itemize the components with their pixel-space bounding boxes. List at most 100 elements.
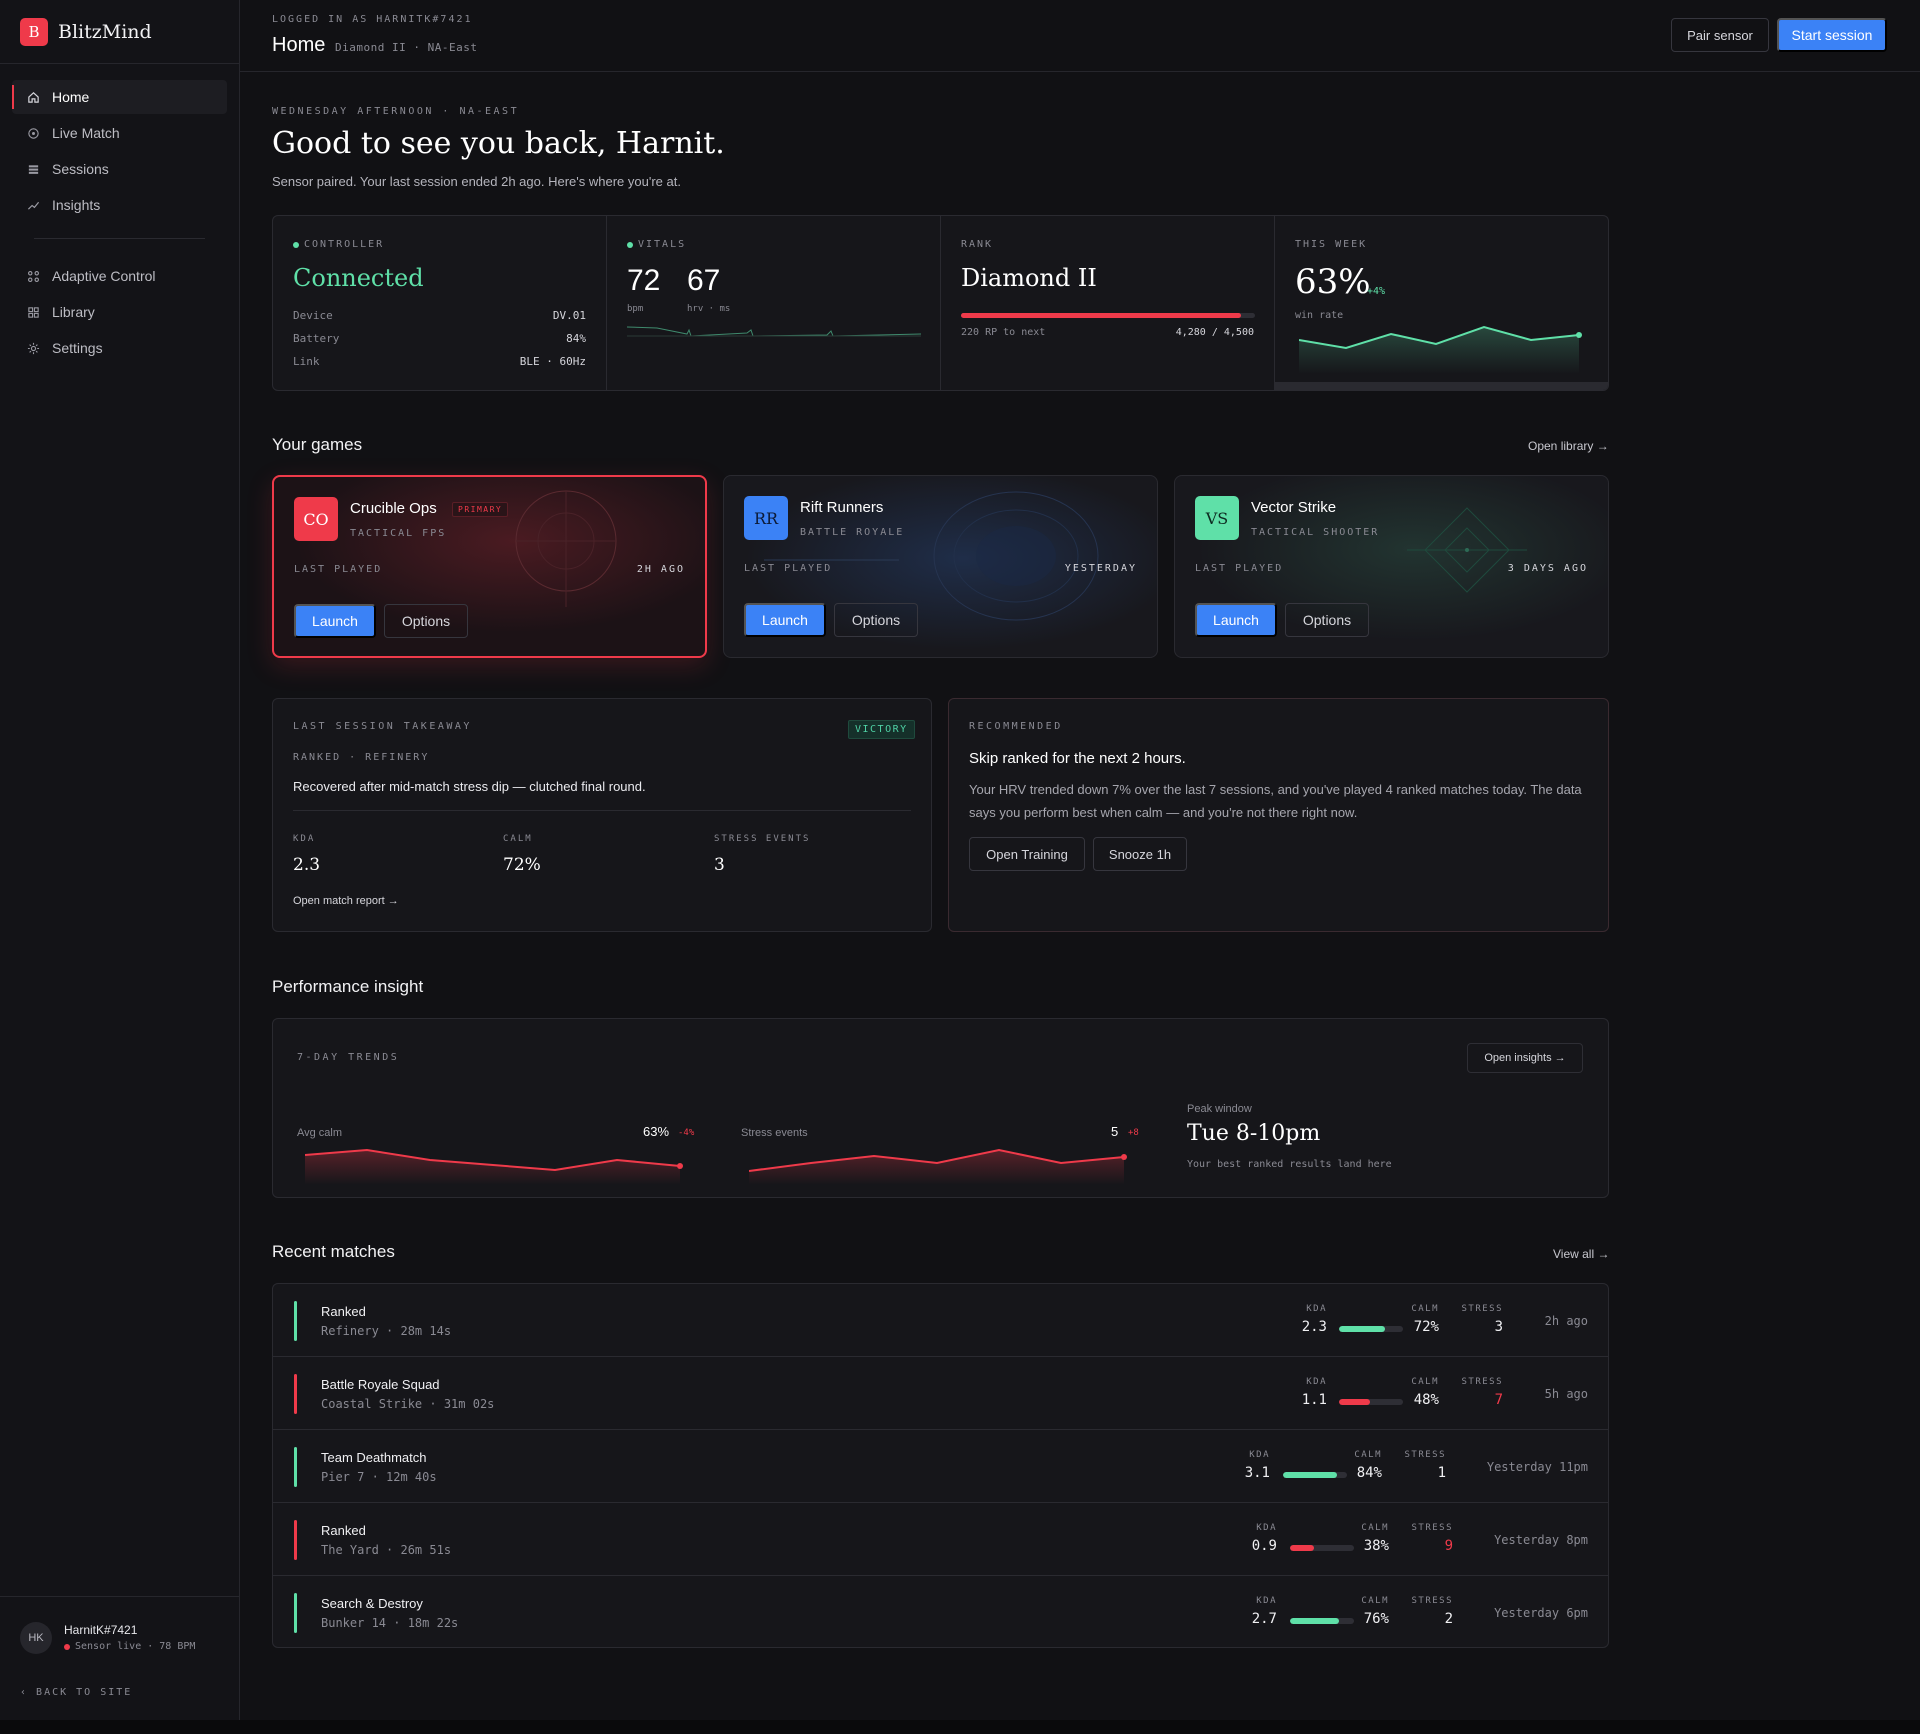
calm-bar xyxy=(1290,1618,1354,1624)
calm-bar-fill xyxy=(1339,1326,1385,1332)
stats-strip: CONTROLLER Connected Device DV.01 Battery… xyxy=(272,215,1609,391)
controller-battery-row: Battery 84% xyxy=(293,332,586,345)
last-played-label: LAST PLAYED xyxy=(294,564,383,575)
avg-calm-value: 63% xyxy=(643,1124,670,1139)
week-winrate: 63% xyxy=(1295,262,1371,302)
match-mode: Ranked xyxy=(321,1523,366,1538)
controller-stat[interactable]: CONTROLLER Connected Device DV.01 Battery… xyxy=(273,216,607,390)
hrv-unit: hrv · ms xyxy=(687,304,731,314)
result-indicator xyxy=(294,1593,297,1633)
result-indicator xyxy=(294,1301,297,1341)
back-to-site-link[interactable]: ‹ BACK TO SITE xyxy=(20,1687,132,1698)
brand[interactable]: B BlitzMind xyxy=(0,0,239,64)
game-card-crucible-ops[interactable]: CO Crucible Ops PRIMARY TACTICAL FPS LAS… xyxy=(272,475,707,658)
calm-bar-fill xyxy=(1339,1399,1370,1405)
table-row[interactable]: Ranked The Yard · 26m 51s KDA 0.9 CALM 38% STR… xyxy=(273,1503,1608,1576)
avg-calm-delta: -4% xyxy=(678,1128,695,1138)
greeting-heading: Good to see you back, Harnit. xyxy=(272,126,725,161)
sidebar: B BlitzMind Home Live Match Sessions Ins… xyxy=(0,0,240,1720)
open-training-button[interactable]: Open Training xyxy=(969,837,1085,871)
kda-value: 2.7 xyxy=(1251,1611,1277,1627)
rank-progress-bar xyxy=(961,313,1255,318)
page-bottom-bar xyxy=(0,1720,1920,1734)
options-button[interactable]: Options xyxy=(384,604,468,638)
sidebar-divider xyxy=(34,238,205,239)
calm-bar xyxy=(1290,1545,1354,1551)
game-card-rift-runners[interactable]: RR Rift Runners BATTLE ROYALE LAST PLAYE… xyxy=(723,475,1158,658)
match-time: Yesterday 6pm xyxy=(1494,1606,1588,1620)
stress-events-trend-value: 5 xyxy=(1111,1124,1119,1139)
view-all-link[interactable]: View all → xyxy=(1553,1247,1610,1261)
rank-points: 4,280 / 4,500 xyxy=(1175,327,1254,338)
week-delta: +4% xyxy=(1367,286,1386,297)
peak-window-value: Tue 8-10pm xyxy=(1187,1121,1321,1146)
calm-bar-fill xyxy=(1290,1545,1314,1551)
kv-value: 84% xyxy=(566,332,586,345)
match-map: Refinery · 28m 14s xyxy=(321,1324,452,1338)
calm-bar-fill xyxy=(1290,1618,1339,1624)
launch-button[interactable]: Launch xyxy=(294,604,376,638)
sidebar-item-live-match[interactable]: Live Match xyxy=(12,116,227,150)
brand-logo: B xyxy=(20,17,48,46)
kda-value: 2.3 xyxy=(1301,1319,1327,1335)
open-insights-button[interactable]: Open insights → xyxy=(1467,1043,1583,1073)
stress-trend-sparkline xyxy=(749,1148,1127,1185)
rank-progress-fill xyxy=(961,313,1241,318)
kda-label: KDA xyxy=(1256,1596,1277,1606)
stress-label: STRESS xyxy=(1461,1377,1503,1387)
kda-label: KDA xyxy=(1256,1523,1277,1533)
game-badge: RR xyxy=(744,496,788,540)
launch-button[interactable]: Launch xyxy=(744,603,826,637)
table-row[interactable]: Search & Destroy Bunker 14 · 18m 22s KDA 2.… xyxy=(273,1576,1608,1647)
sidebar-item-sessions[interactable]: Sessions xyxy=(12,152,227,186)
stress-events-label: STRESS EVENTS xyxy=(714,834,811,844)
peak-window-caption: Your best ranked results land here xyxy=(1187,1159,1392,1170)
kda-value: 3.1 xyxy=(1244,1465,1270,1481)
kv-key: Device xyxy=(293,309,333,322)
table-row[interactable]: Ranked Refinery · 28m 14s KDA 2.3 CALM 72% STR… xyxy=(273,1284,1608,1357)
week-stat[interactable]: THIS WEEK 63% +4% win rate xyxy=(1275,216,1608,390)
game-badge: CO xyxy=(294,497,338,541)
week-caption: win rate xyxy=(1295,310,1344,321)
open-library-link[interactable]: Open library → xyxy=(1528,439,1609,453)
takeaway-summary: Recovered after mid-match stress dip — c… xyxy=(293,779,646,794)
vitals-label-text: VITALS xyxy=(638,239,687,250)
table-row[interactable]: Team Deathmatch Pier 7 · 12m 40s KDA 3.1 CAL… xyxy=(273,1430,1608,1503)
last-played-value: YESTERDAY xyxy=(1064,563,1137,574)
kda-label: KDA xyxy=(1306,1377,1327,1387)
sidebar-item-insights[interactable]: Insights xyxy=(12,188,227,222)
logged-in-label: LOGGED IN AS HARNITK#7421 xyxy=(272,14,473,25)
game-card-vector-strike[interactable]: VS Vector Strike TACTICAL SHOOTER LAST P… xyxy=(1174,475,1609,658)
live-dot-icon xyxy=(64,1643,70,1650)
sidebar-item-library[interactable]: Library xyxy=(12,295,227,329)
calm-label: CALM xyxy=(1411,1377,1439,1387)
options-button[interactable]: Options xyxy=(834,603,918,637)
back-to-site-label: BACK TO SITE xyxy=(36,1687,133,1698)
user-profile[interactable]: HK HarnitK#7421 Sensor live · 78 BPM ‹ B… xyxy=(0,1596,240,1720)
open-match-report-link[interactable]: Open match report → xyxy=(293,895,399,907)
takeaway-context: RANKED · REFINERY xyxy=(293,752,430,763)
greeting-subtitle: Sensor paired. Your last session ended 2… xyxy=(272,174,681,189)
sidebar-item-adaptive-control[interactable]: Adaptive Control xyxy=(12,259,227,293)
start-session-button[interactable]: Start session xyxy=(1777,18,1887,52)
options-button[interactable]: Options xyxy=(1285,603,1369,637)
takeaway-label: LAST SESSION TAKEAWAY xyxy=(293,721,472,732)
snooze-button[interactable]: Snooze 1h xyxy=(1093,837,1187,871)
rank-stat[interactable]: RANK Diamond II 220 RP to next 4,280 / 4… xyxy=(941,216,1275,390)
user-status: Sensor live · 78 BPM xyxy=(64,1641,195,1652)
sidebar-item-home[interactable]: Home xyxy=(12,80,227,114)
rank-label: RANK xyxy=(961,239,994,250)
list-icon xyxy=(26,162,40,176)
kda-value: 2.3 xyxy=(293,855,321,875)
vitals-stat[interactable]: VITALS 72 bpm 67 hrv · ms xyxy=(607,216,941,390)
match-time: Yesterday 11pm xyxy=(1486,1460,1588,1474)
pair-sensor-button[interactable]: Pair sensor xyxy=(1671,18,1769,52)
kda-value: 0.9 xyxy=(1251,1538,1277,1554)
hrv-value: 67 xyxy=(687,264,721,297)
table-row[interactable]: Battle Royale Squad Coastal Strike · 31m … xyxy=(273,1357,1608,1430)
rank-name: Diamond II xyxy=(961,264,1097,292)
launch-button[interactable]: Launch xyxy=(1195,603,1277,637)
chevron-left-icon: ‹ xyxy=(20,1687,37,1698)
sidebar-item-settings[interactable]: Settings xyxy=(12,331,227,365)
stress-label: STRESS xyxy=(1461,1304,1503,1314)
